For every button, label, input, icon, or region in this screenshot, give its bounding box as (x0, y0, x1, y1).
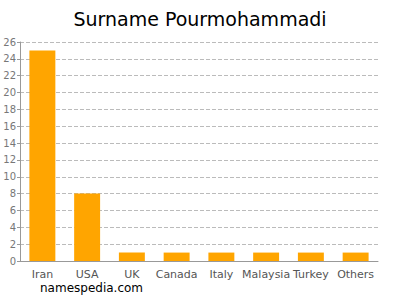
svg-text:Canada: Canada (156, 268, 198, 281)
svg-text:22: 22 (3, 70, 16, 81)
svg-text:Others: Others (337, 268, 374, 281)
svg-text:namespedia.com: namespedia.com (40, 281, 143, 295)
svg-text:6: 6 (10, 205, 16, 216)
svg-text:16: 16 (3, 121, 16, 132)
svg-text:20: 20 (3, 87, 16, 98)
svg-text:Malaysia: Malaysia (242, 268, 290, 281)
svg-text:USA: USA (76, 268, 99, 281)
svg-text:0: 0 (10, 256, 16, 267)
svg-text:Italy: Italy (209, 268, 233, 281)
svg-text:2: 2 (10, 239, 16, 250)
svg-text:UK: UK (124, 268, 140, 281)
svg-text:18: 18 (3, 104, 16, 115)
svg-text:Iran: Iran (32, 268, 54, 281)
svg-text:Surname Pourmohammadi: Surname Pourmohammadi (73, 8, 326, 30)
svg-text:4: 4 (10, 222, 16, 233)
svg-text:12: 12 (3, 154, 16, 165)
svg-text:10: 10 (3, 171, 16, 182)
svg-text:14: 14 (3, 138, 16, 149)
svg-text:24: 24 (3, 53, 16, 64)
svg-text:8: 8 (10, 188, 16, 199)
svg-text:Turkey: Turkey (292, 268, 329, 281)
svg-text:26: 26 (3, 37, 16, 48)
